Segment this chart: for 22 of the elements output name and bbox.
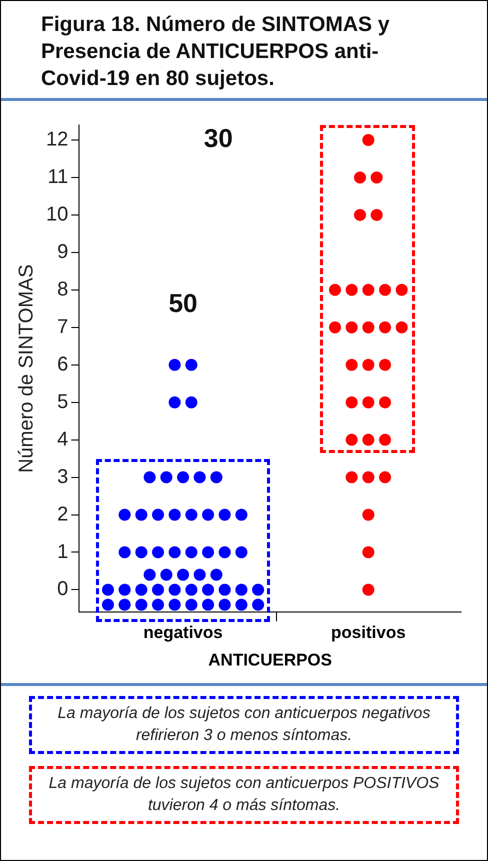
text: La mayoría de los sujetos con anticuerpos negativos refirieron 3 o menos síntomas. bbox=[29, 696, 459, 754]
y-tick-label: 10 bbox=[46, 203, 68, 226]
x-tick-label: positivos bbox=[331, 623, 406, 642]
y-tick-label: 0 bbox=[57, 578, 68, 600]
y-tick-label: 3 bbox=[57, 466, 68, 488]
x-tick-label: negativos bbox=[143, 623, 223, 642]
y-tick-label: 9 bbox=[57, 240, 68, 263]
y-tick-label: 7 bbox=[57, 316, 68, 338]
text: La mayoría de los sujetos con anticuerpos POSITIVOS tuvieron 4 o más síntomas. bbox=[29, 766, 459, 824]
y-tick-label: 4 bbox=[57, 428, 68, 450]
y-tick-label: 2 bbox=[57, 503, 68, 526]
annotation: 30 bbox=[204, 123, 233, 154]
y-tick-label: 11 bbox=[47, 166, 68, 188]
y-axis-title: Número de SINTOMAS bbox=[16, 264, 38, 473]
x-axis-title: ANTICUERPOS bbox=[208, 650, 332, 670]
chart-title: Figura 18. Número de SINTOMAS y Presencia de ANTICUERPOS anti-Covid-19 en 80 sujetos. bbox=[40, 12, 391, 92]
annotation: 50 bbox=[168, 288, 198, 318]
y-tick-label: 12 bbox=[46, 128, 68, 151]
y-tick-label: 1 bbox=[57, 540, 68, 563]
y-tick-label: 5 bbox=[57, 390, 68, 413]
y-tick-label: 6 bbox=[57, 353, 68, 376]
y-tick-label: 8 bbox=[57, 278, 68, 300]
